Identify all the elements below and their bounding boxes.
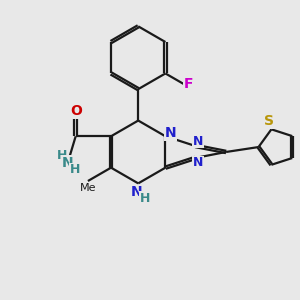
Text: N: N: [164, 126, 176, 140]
Text: H: H: [57, 149, 67, 162]
Text: H: H: [70, 163, 80, 176]
Text: S: S: [264, 115, 274, 128]
Text: N: N: [193, 156, 203, 170]
Text: N: N: [62, 156, 74, 170]
Text: N: N: [130, 185, 142, 199]
Text: Me: Me: [80, 183, 96, 193]
Text: F: F: [183, 77, 193, 91]
Text: O: O: [70, 104, 82, 118]
Text: N: N: [193, 135, 203, 148]
Text: H: H: [140, 192, 150, 205]
